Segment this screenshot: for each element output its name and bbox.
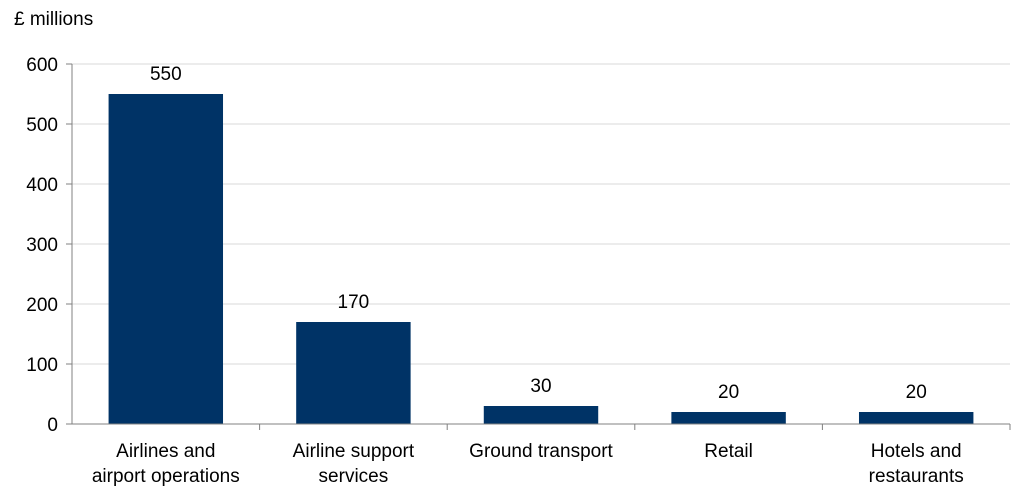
data-labels: 550 170 30 20 20 (150, 64, 927, 403)
bars (108, 94, 974, 424)
x-axis-ticks: Airlines and airport operations Airline su… (92, 424, 1011, 487)
x-tick-label: restaurants (869, 466, 964, 487)
data-label: 30 (530, 376, 551, 397)
y-tick-label: 0 (47, 415, 58, 436)
bar (858, 412, 974, 424)
data-label: 20 (906, 382, 927, 403)
bar (108, 94, 224, 424)
y-tick-label: 500 (26, 115, 58, 136)
y-tick-label: 200 (26, 295, 58, 316)
bar (296, 322, 411, 424)
y-unit-label: £ millions (14, 9, 93, 30)
data-label: 550 (150, 64, 182, 85)
x-tick-label: Airline support (293, 441, 415, 462)
bar (483, 406, 599, 424)
data-label: 20 (718, 382, 739, 403)
y-tick-label: 400 (26, 175, 58, 196)
x-tick-label: services (319, 466, 389, 487)
x-tick-label: Hotels and (871, 441, 962, 462)
x-tick-label: airport operations (92, 466, 240, 487)
data-label: 170 (338, 292, 370, 313)
bar (671, 412, 786, 424)
gridlines (72, 63, 1010, 365)
x-tick-label: Airlines and (116, 441, 215, 462)
x-tick-label: Ground transport (469, 441, 613, 462)
y-axis-ticks: 0 100 200 300 400 500 600 (26, 55, 73, 436)
y-tick-label: 100 (26, 355, 58, 376)
y-tick-label: 300 (26, 235, 58, 256)
x-tick-label: Retail (704, 441, 753, 462)
y-tick-label: 600 (26, 55, 58, 76)
